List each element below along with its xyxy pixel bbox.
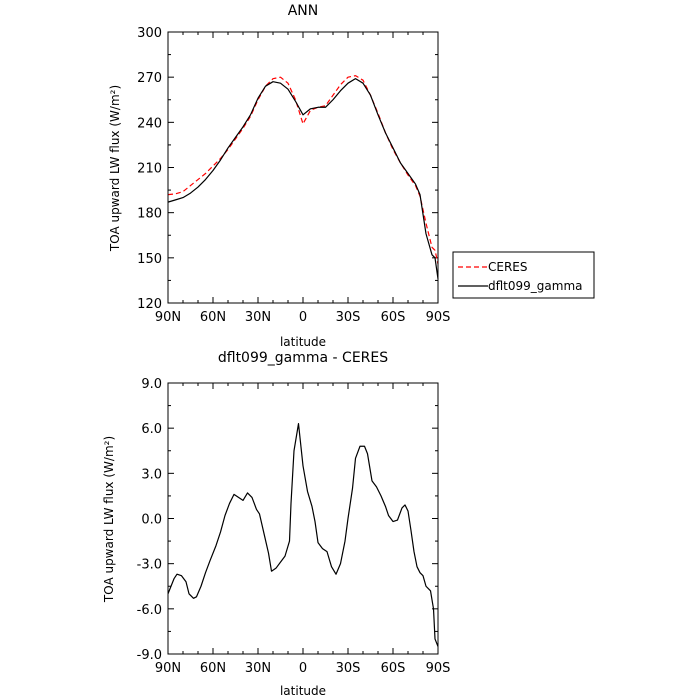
top-series-line-ceres [167,75,439,264]
bottom-x-tick-label: 60N [200,661,226,676]
top-x-tick-label: 30N [245,310,271,325]
top-chart-title: ANN [288,3,319,19]
top-x-tick-label: 60S [381,310,406,325]
bottom-x-tick-label: 0 [299,661,307,676]
top-y-tick-label: 180 [137,207,162,222]
bottom-x-axis-title: latitude [280,684,326,698]
bottom-chart-title: dflt099_gamma - CERES [218,350,388,366]
legend-box [452,251,595,299]
bottom-x-tick-label: 90S [426,661,451,676]
bottom-y-tick-label: -9.0 [137,648,162,663]
top-plot-area: 90N 60N 30N 0 30S 60S 90S 120 150 180 210 240 270 300 [137,26,450,325]
top-x-tick-label: 90S [426,310,451,325]
top-x-tick-label: 30S [336,310,361,325]
top-x-tick-label: 0 [299,310,307,325]
bottom-y-tick-label: 0.0 [141,513,162,528]
top-y-axis-title: TOA upward LW flux (W/m²) [108,85,122,252]
bottom-plot-frame [167,382,439,655]
bottom-y-tick-label: 6.0 [141,422,162,437]
bottom-y-tick-label: -6.0 [137,603,162,618]
top-plot-frame [167,31,439,304]
legend: CERES dflt099_gamma [452,251,595,299]
top-y-tick-label: 300 [137,26,162,41]
bottom-y-tick-label: -3.0 [137,558,162,573]
top-series-line-dflt099-gamma [167,78,439,279]
bottom-x-tick-label: 60S [381,661,406,676]
bottom-x-tick-label: 30N [245,661,271,676]
bottom-y-tick-label: 9.0 [141,377,162,392]
top-y-tick-label: 270 [137,71,162,86]
bottom-y-tick-label: 3.0 [141,467,162,482]
top-y-tick-label: 210 [137,162,162,177]
top-x-tick-label: 90N [155,310,181,325]
top-y-tick-label: 150 [137,252,162,267]
top-x-axis-title: latitude [280,335,326,349]
bottom-y-axis-title: TOA upward LW flux (W/m²) [102,436,116,603]
bottom-x-tick-label: 90N [155,661,181,676]
top-x-tick-label: 60N [200,310,226,325]
bottom-series-line-difference [167,423,439,647]
top-panel: ANN 90N 60N 30N 0 30S 60S 90S 120 150 180 210 240 27… [108,3,595,349]
bottom-panel: dflt099_gamma - CERES 90N 60N 30N 0 30S 60S 90… [102,350,450,698]
bottom-x-tick-label: 30S [336,661,361,676]
bottom-plot-area: 90N 60N 30N 0 30S 60S 90S -9.0 -6.0 -3.0 0.0 3.0 6.0… [137,377,451,676]
legend-label-ceres: CERES [488,260,528,274]
legend-label-model: dflt099_gamma [488,279,583,293]
top-y-tick-label: 120 [137,297,162,312]
top-y-tick-label: 240 [137,116,162,131]
